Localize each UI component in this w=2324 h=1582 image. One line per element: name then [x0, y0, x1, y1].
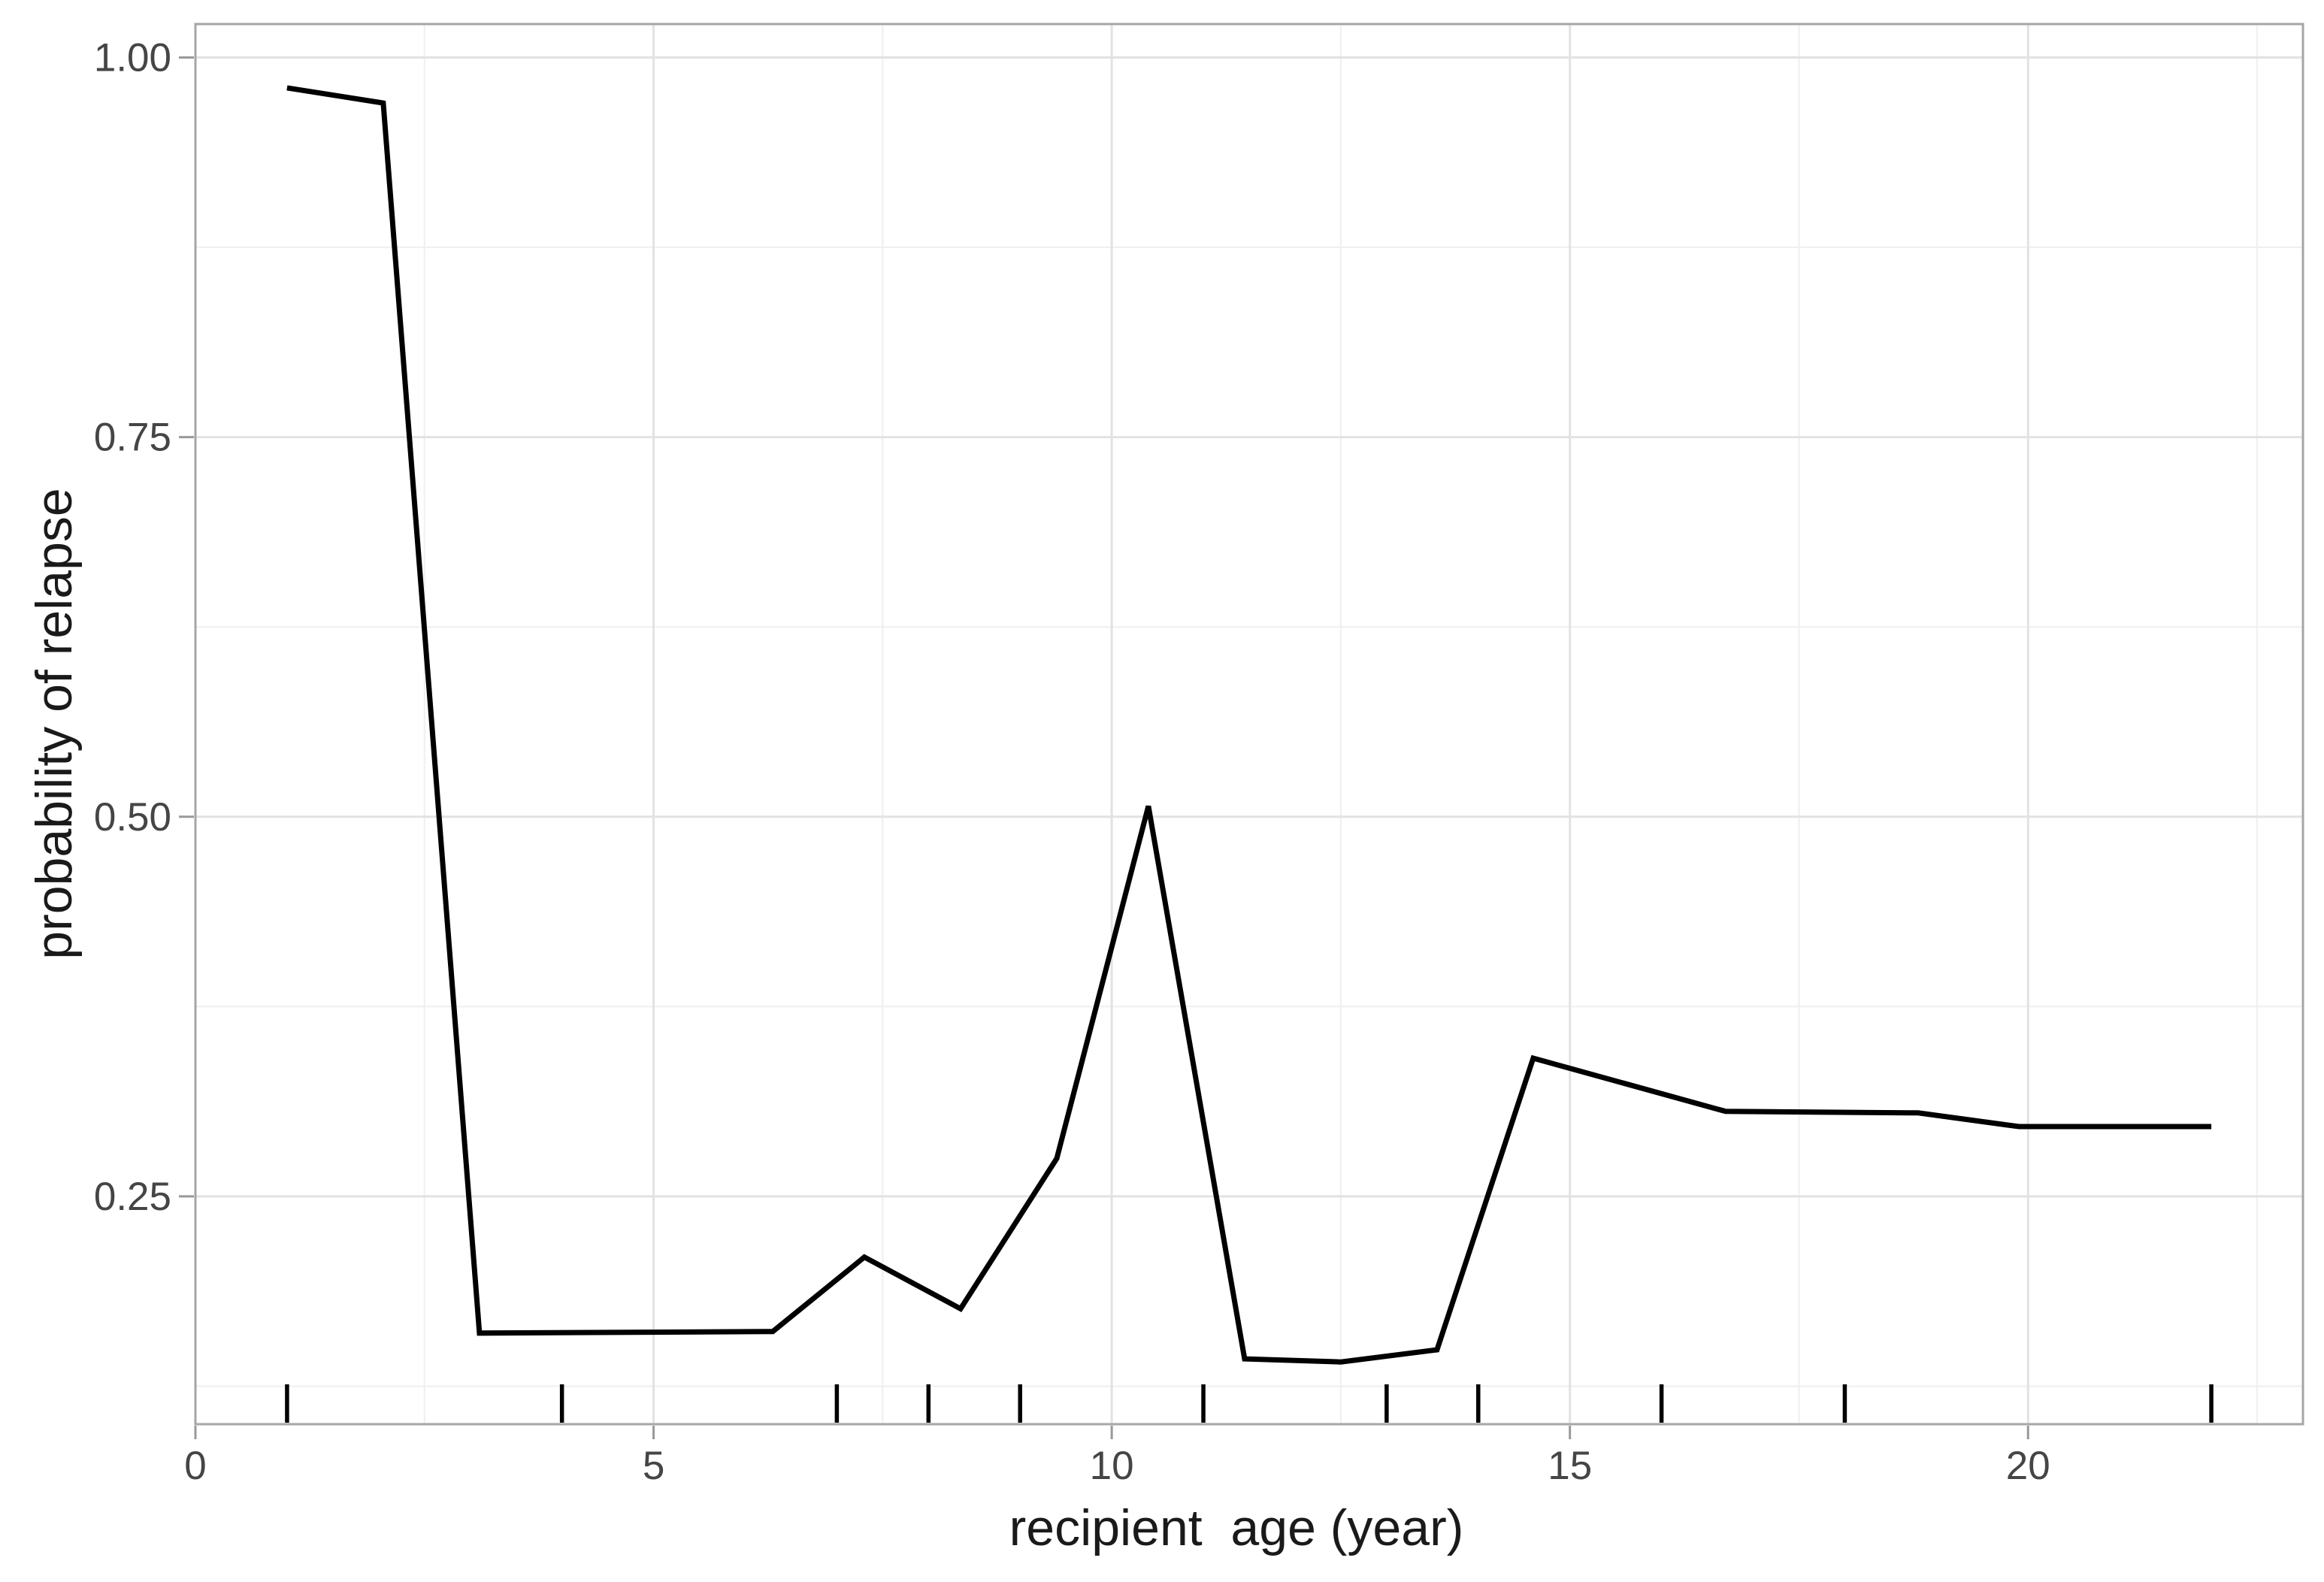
relapse-probability-line: [286, 85, 2212, 1365]
y-tick-label: 0.75: [94, 416, 171, 460]
y-tick-label: 0.25: [94, 1175, 171, 1219]
x-tick-label: 10: [1090, 1444, 1134, 1488]
y-tick-label: 1.00: [94, 35, 171, 80]
x-tick-label: 0: [184, 1444, 206, 1488]
y-axis-title: probability of relapse: [26, 488, 83, 959]
y-axis-tick-labels: 0.25 0.50 0.75 1.00: [94, 35, 171, 1218]
minor-gridlines: [195, 24, 2303, 1424]
y-tick-label: 0.50: [94, 795, 171, 839]
axis-tick-marks: [179, 56, 2029, 1439]
data-line: [286, 85, 2212, 1365]
major-gridlines: [194, 24, 2303, 1424]
x-axis-tick-labels: 0 5 10 15 20: [184, 1444, 2050, 1488]
x-tick-label: 20: [2006, 1444, 2050, 1488]
panel-border: [194, 23, 2304, 1426]
rug-marks: [285, 1384, 2214, 1423]
x-axis-title: recipient age (year): [1009, 1499, 1464, 1556]
x-tick-label: 15: [1548, 1444, 1592, 1488]
x-tick-label: 5: [643, 1444, 664, 1488]
